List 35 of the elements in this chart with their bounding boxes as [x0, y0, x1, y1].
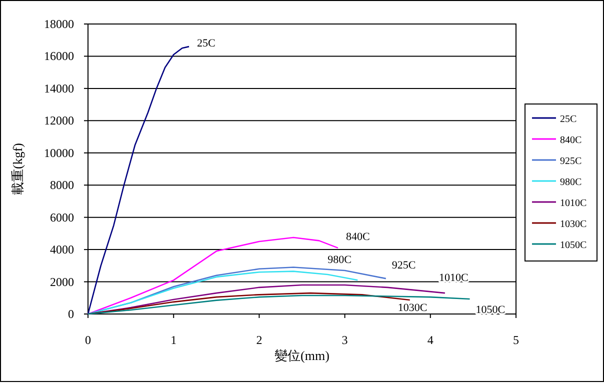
y-tick-label: 10000 [44, 146, 74, 160]
y-tick-label: 0 [68, 307, 74, 321]
legend-label: 25C [560, 114, 577, 125]
text: 25C [197, 38, 216, 50]
y-tick-label: 12000 [44, 114, 74, 128]
x-tick-label: 3 [342, 333, 348, 347]
line-series [87, 46, 190, 315]
text: 925C [392, 260, 416, 272]
legend-label: 840C [560, 135, 582, 146]
y-tick-label: 4000 [50, 242, 74, 257]
x-tick-label: 2 [256, 333, 262, 347]
line-series [87, 270, 358, 315]
legend-label: 1030C [560, 219, 587, 230]
line-series [87, 294, 470, 315]
text: 1010C [438, 272, 468, 284]
x-tick-label: 4 [427, 333, 434, 347]
text: 1030C [398, 302, 428, 314]
legend-label: 980C [560, 177, 582, 188]
x-axis-title: 變位(mm) [274, 348, 330, 363]
y-axis-title: 載重(kgf) [10, 143, 25, 195]
legend-label: 1010C [560, 198, 587, 209]
legend-label: 925C [560, 156, 582, 167]
y-tick-label: 14000 [44, 81, 74, 96]
x-tick-label: 5 [513, 333, 519, 347]
y-tick-label: 2000 [50, 274, 74, 289]
text: 1050C [476, 304, 506, 316]
text: 840C [346, 230, 370, 243]
y-tick-label: 16000 [44, 49, 74, 64]
legend-label: 1050C [560, 240, 587, 251]
y-tick-label: 6000 [50, 210, 74, 224]
y-tick-label: 8000 [50, 178, 74, 192]
text: 980C [328, 254, 352, 266]
x-tick-label: 1 [170, 333, 177, 347]
x-tick-label: 0 [85, 333, 91, 347]
y-tick-label: 18000 [44, 17, 74, 31]
